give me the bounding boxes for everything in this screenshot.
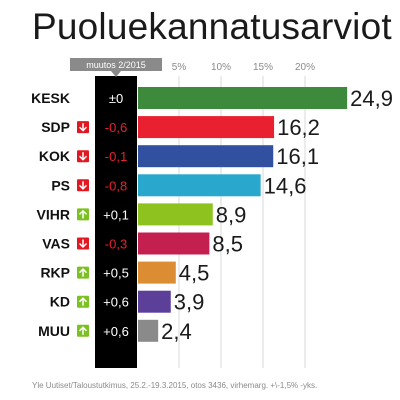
change-value: -0,6 <box>105 120 127 135</box>
change-header: muutos 2/2015 <box>86 60 146 70</box>
change-value: +0,1 <box>103 207 129 222</box>
party-label: SDP <box>41 119 70 135</box>
chart-title: Puoluekannatusarviot <box>32 6 392 47</box>
x-tick-label: 10% <box>211 62 231 73</box>
arrow-up-icon <box>78 297 88 303</box>
change-header-badge <box>70 58 162 71</box>
value-label: 3,9 <box>174 290 205 315</box>
bar <box>138 232 210 255</box>
bar <box>138 203 213 226</box>
change-header-pointer <box>111 71 121 77</box>
party-label: MUU <box>38 323 70 339</box>
arrow-up-icon <box>78 209 88 215</box>
change-value: -0,3 <box>105 237 127 252</box>
bar <box>138 319 159 342</box>
change-value: +0,5 <box>103 266 129 281</box>
change-value: ±0 <box>109 91 123 106</box>
change-panel <box>95 76 137 368</box>
arrow-down-icon <box>78 184 88 190</box>
arrow-down-icon <box>78 126 88 132</box>
bar <box>138 87 348 109</box>
bar <box>138 261 176 284</box>
change-value: +0,6 <box>103 295 129 310</box>
party-label: KOK <box>39 148 70 164</box>
party-label: PS <box>51 177 70 193</box>
value-label: 4,5 <box>179 261 210 286</box>
bar <box>138 174 261 197</box>
arrow-down-icon <box>78 155 88 161</box>
value-label: 14,6 <box>264 173 307 198</box>
party-label: VAS <box>42 236 70 252</box>
value-label: 16,2 <box>277 115 320 140</box>
change-value: -0,1 <box>105 149 127 164</box>
value-label: 16,1 <box>276 144 319 169</box>
x-tick-label: 20% <box>295 62 315 73</box>
arrow-up-icon <box>78 268 88 274</box>
party-label: KD <box>50 294 70 310</box>
bar <box>138 290 171 313</box>
party-label: VIHR <box>37 206 70 222</box>
party-label: KESK <box>31 90 70 106</box>
bar <box>138 116 275 139</box>
source-footer: Yle Uutiset/Taloustutkimus, 25.2.-19.3.2… <box>32 381 318 390</box>
value-label: 8,9 <box>216 202 247 227</box>
change-value: +0,6 <box>103 324 129 339</box>
value-label: 8,5 <box>212 232 243 257</box>
arrow-up-icon <box>78 326 88 332</box>
change-value: -0,8 <box>105 178 127 193</box>
party-label: RKP <box>40 265 70 281</box>
bar <box>138 145 274 168</box>
value-label: 24,9 <box>350 86 393 111</box>
x-tick-label: 5% <box>172 62 187 73</box>
value-label: 2,4 <box>161 319 192 344</box>
x-tick-label: 15% <box>253 62 273 73</box>
arrow-down-icon <box>78 242 88 249</box>
